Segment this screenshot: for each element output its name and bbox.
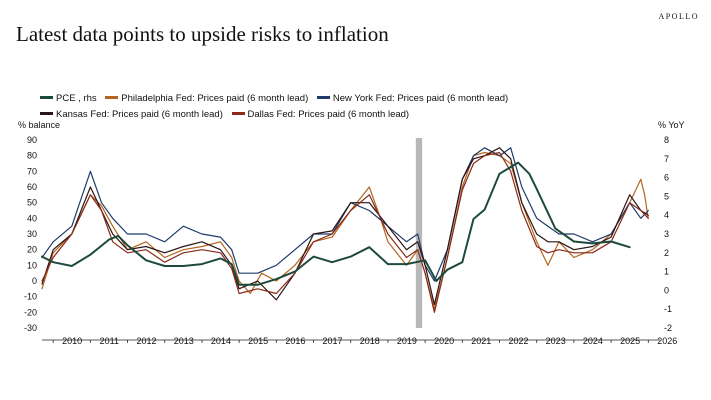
y-tick-label: 80 xyxy=(27,151,37,161)
x-tick-label: 2018 xyxy=(360,336,380,346)
legend-label: PCE , rhs xyxy=(56,93,97,104)
y-tick-label: -30 xyxy=(24,323,37,333)
x-tick-label: 2015 xyxy=(248,336,268,346)
chart-title: Latest data points to upside risks to in… xyxy=(16,22,389,46)
series-line-pce xyxy=(41,161,631,286)
series-line-kansas xyxy=(41,147,649,306)
legend-label: Dallas Fed: Prices paid (6 month lead) xyxy=(247,109,410,120)
recession-band xyxy=(415,138,423,328)
right-axis-label: % YoY xyxy=(658,120,685,130)
brand-logo: APOLLO xyxy=(658,12,699,21)
y-tick-label: -20 xyxy=(24,307,37,317)
y-right-tick-label: 6 xyxy=(664,173,669,183)
y-tick-label: 20 xyxy=(27,245,37,255)
series-line-dallas xyxy=(41,151,649,313)
x-tick-label: 2019 xyxy=(397,336,417,346)
y-tick-label: 90 xyxy=(27,135,37,145)
x-tick-label: 2014 xyxy=(211,336,231,346)
x-tick-label: 2020 xyxy=(434,336,454,346)
x-tick-label: 2010 xyxy=(62,336,82,346)
legend-swatch xyxy=(105,95,119,99)
x-tick-label: 2017 xyxy=(323,336,343,346)
y-right-tick-label: 7 xyxy=(664,154,669,164)
y-tick-label: 70 xyxy=(27,166,37,176)
x-tick-label: 2022 xyxy=(508,336,528,346)
x-tick-label: 2024 xyxy=(583,336,603,346)
legend-item-new-york: New York Fed: Prices paid (6 month lead) xyxy=(316,91,509,107)
x-tick-label: 2011 xyxy=(100,336,119,346)
y-tick-label: -10 xyxy=(24,292,37,302)
legend-label: Philadelphia Fed: Prices paid (6 month l… xyxy=(121,93,309,104)
left-axis-label: % balance xyxy=(18,120,61,130)
y-tick-label: 60 xyxy=(27,182,37,192)
x-tick-label: 2023 xyxy=(546,336,566,346)
y-tick-label: 0 xyxy=(32,276,37,286)
y-right-tick-label: -1 xyxy=(664,304,672,314)
legend-item-kansas: Kansas Fed: Prices paid (6 month lead) xyxy=(40,107,223,123)
y-tick-label: 40 xyxy=(27,213,37,223)
x-tick-label: 2021 xyxy=(471,336,491,346)
legend-item-dallas: Dallas Fed: Prices paid (6 month lead) xyxy=(231,107,410,123)
y-right-tick-label: 2 xyxy=(664,248,669,258)
y-right-tick-label: -2 xyxy=(664,323,672,333)
y-right-tick-label: 1 xyxy=(664,267,669,277)
y-right-tick-label: 8 xyxy=(664,135,669,145)
x-tick-label: 2026 xyxy=(657,336,677,346)
legend-swatch xyxy=(40,95,53,99)
x-tick-label: 2025 xyxy=(620,336,640,346)
legend-label: Kansas Fed: Prices paid (6 month lead) xyxy=(56,109,223,120)
x-tick-label: 2012 xyxy=(137,336,157,346)
y-tick-label: 10 xyxy=(27,260,37,270)
y-right-tick-label: 4 xyxy=(664,210,669,220)
legend-item-philadelphia: Philadelphia Fed: Prices paid (6 month l… xyxy=(105,91,308,107)
y-right-tick-label: 5 xyxy=(664,191,669,201)
series-line-new xyxy=(41,147,649,282)
chart-legend: PCE , rhs Philadelphia Fed: Prices paid … xyxy=(40,91,690,123)
y-tick-label: 50 xyxy=(27,198,37,208)
y-right-tick-label: 3 xyxy=(664,229,669,239)
x-tick-label: 2013 xyxy=(174,336,194,346)
legend-swatch xyxy=(316,95,330,99)
legend-label: New York Fed: Prices paid (6 month lead) xyxy=(332,93,509,104)
legend-swatch xyxy=(231,111,245,115)
legend-swatch xyxy=(40,111,53,115)
legend-item-pce: PCE , rhs xyxy=(40,91,97,107)
y-tick-label: 30 xyxy=(27,229,37,239)
x-tick-label: 2016 xyxy=(285,336,305,346)
y-right-tick-label: 0 xyxy=(664,285,669,295)
